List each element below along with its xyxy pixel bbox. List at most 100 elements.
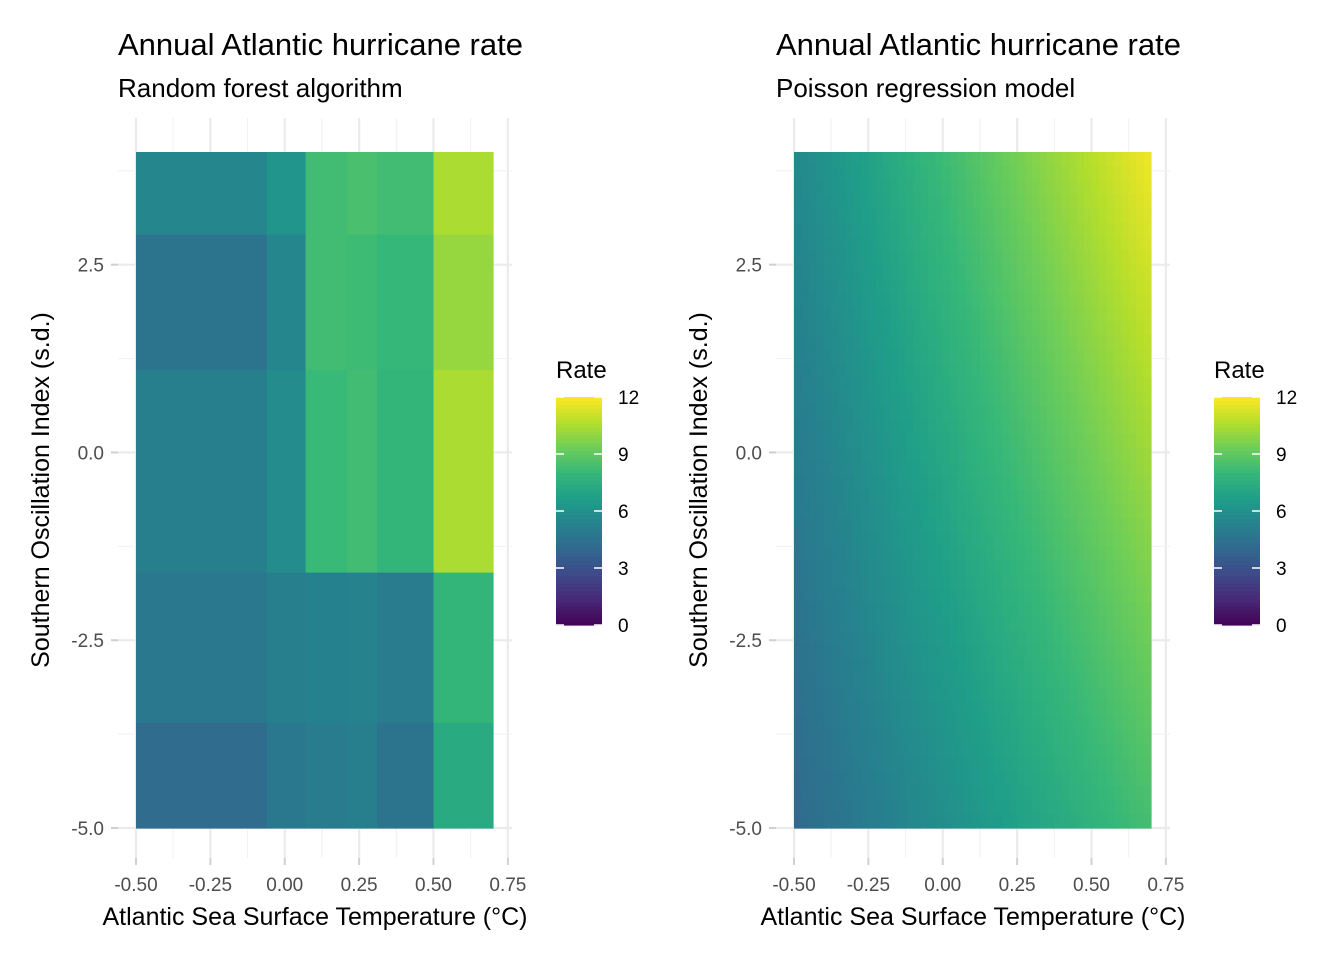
heatmap-cell [898,659,907,674]
heatmap-cell [1098,208,1107,224]
heatmap-cell [808,461,817,477]
heatmap-cell [1069,335,1078,350]
colorbar-segment [556,571,602,577]
heatmap-cell [965,644,974,660]
heatmap-cell [994,799,1003,815]
heatmap-cell [1002,560,1011,576]
heatmap-cell [305,722,348,829]
colorbar-segment [1214,397,1260,402]
heatmap-cell [875,729,884,745]
heatmap-cell [994,447,1003,463]
heatmap-cell [1002,433,1011,449]
heatmap-cell [1032,363,1041,378]
heatmap-cell [808,490,817,505]
heatmap-cell [838,546,847,562]
heatmap-cell [1136,687,1145,702]
heatmap-cell [1136,574,1145,590]
heatmap-cell [994,504,1003,519]
x-tick-label: -0.25 [847,875,890,896]
heatmap-cell [987,701,996,716]
heatmap-cell [1046,377,1055,393]
colorbar-segment [1214,435,1260,440]
heatmap-cell [794,264,803,280]
heatmap-cell [883,771,892,787]
heatmap-cell [935,433,944,449]
heatmap-cell [950,574,959,590]
heatmap-cell [979,335,988,350]
heatmap-cell [823,673,832,688]
heatmap-cell [853,194,862,209]
heatmap-cell [860,222,869,238]
heatmap-cell [1121,166,1130,181]
heatmap-cell [875,546,884,562]
heatmap-cell [1106,560,1115,576]
heatmap-cell [950,504,959,519]
heatmap-cell [1098,250,1107,266]
colorbar-segment [1214,511,1260,516]
colorbar-segment [1214,537,1260,542]
heatmap-cell [1076,813,1085,829]
heatmap-cell [913,504,922,519]
heatmap-cell [1106,616,1115,632]
heatmap-cell [913,180,922,195]
heatmap-cell [860,264,869,280]
heatmap-cell [1098,785,1107,801]
heatmap-cell [801,278,810,294]
heatmap-cell [987,546,996,562]
heatmap-cell [808,630,817,646]
heatmap-cell [1091,335,1100,350]
heatmap-cell [1032,602,1041,618]
heatmap-cell [972,208,981,224]
heatmap-cell [883,264,892,280]
heatmap-cell [1128,321,1137,336]
heatmap-cell [979,377,988,393]
heatmap-cell [1106,306,1115,322]
heatmap-cell [987,475,996,491]
heatmap-cell [1121,687,1130,702]
heatmap-cell [1121,743,1130,759]
heatmap-cell [957,757,966,773]
heatmap-cell [905,560,914,576]
heatmap-cell [1054,292,1063,308]
heatmap-cell [1046,250,1055,266]
heatmap-cell [1017,799,1026,815]
heatmap-cell [794,419,803,435]
heatmap-cell [1098,616,1107,632]
heatmap-cell [890,475,899,491]
heatmap-cell [935,701,944,716]
heatmap-cell [927,659,936,674]
heatmap-cell [883,518,892,533]
heatmap-cell [794,659,803,674]
heatmap-cell [868,335,877,350]
heatmap-cell [1084,419,1093,435]
heatmap-cell [994,546,1003,562]
heatmap-cell [1084,180,1093,195]
heatmap-cell [987,616,996,632]
heatmap-cell [1046,588,1055,604]
heatmap-cell [1039,644,1048,660]
heatmap-cell [1061,377,1070,393]
heatmap-cell [927,405,936,421]
heatmap-cell [831,447,840,463]
heatmap-cell [913,250,922,266]
heatmap-cell [987,574,996,590]
heatmap-cell [1046,278,1055,294]
colorbar-segment [556,465,602,470]
heatmap-cell [1002,715,1011,731]
heatmap-cell [1143,377,1152,393]
heatmap-cell [794,490,803,505]
heatmap-cell [794,715,803,731]
heatmap-cell [853,152,862,167]
heatmap-cell [1084,602,1093,618]
heatmap-cell [913,405,922,421]
heatmap-cell [935,715,944,731]
heatmap-cell [987,602,996,618]
heatmap-cell [1128,785,1137,801]
heatmap-cell [987,321,996,336]
heatmap-cell [823,166,832,181]
heatmap-cell [1061,250,1070,266]
heatmap-cell [1084,278,1093,294]
heatmap-cell [905,208,914,224]
heatmap-cell [1061,278,1070,294]
heatmap-cell [913,546,922,562]
